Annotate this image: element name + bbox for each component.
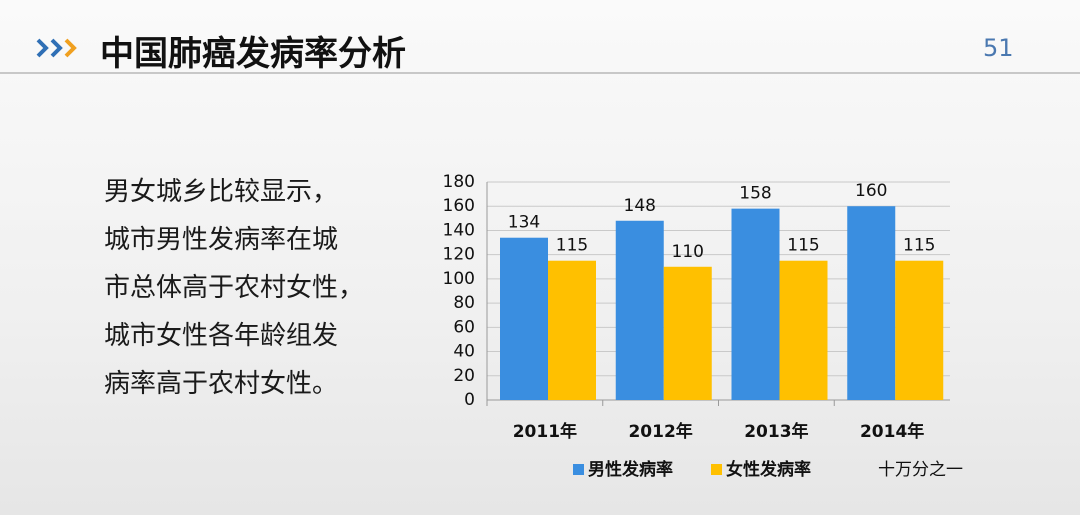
- body-line: 市总体高于农村女性，: [104, 273, 365, 303]
- body-text: 男女城乡比较显示， 城市男性发病率在城 市总体高于农村女性， 城市女性各年龄组发 病率高…: [104, 168, 364, 408]
- bar: [663, 266, 712, 400]
- legend-label: 女性发病率: [726, 459, 811, 480]
- bar: [895, 260, 944, 400]
- bar: [500, 237, 548, 400]
- bar: [548, 260, 596, 400]
- data-label: 115: [903, 236, 935, 256]
- bar: [847, 206, 896, 400]
- y-tick-label: 160: [443, 196, 475, 216]
- body-line: 城市女性各年龄组发: [104, 321, 339, 351]
- y-tick-label: 140: [443, 220, 475, 240]
- y-tick-label: 40: [453, 342, 475, 362]
- legend-label: 男性发病率: [588, 459, 673, 480]
- y-tick-label: 0: [464, 390, 475, 410]
- unit-note: 十万分之一: [878, 460, 963, 480]
- legend-swatch: [711, 464, 722, 475]
- data-label: 158: [739, 184, 771, 204]
- data-label: 110: [672, 242, 704, 262]
- y-tick-label: 100: [443, 269, 475, 289]
- data-label: 134: [508, 213, 540, 233]
- y-tick-label: 60: [453, 317, 475, 337]
- y-tick-label: 20: [453, 366, 475, 386]
- data-label: 115: [556, 236, 588, 256]
- header-rule: [0, 72, 1080, 74]
- x-tick-label: 2013年: [744, 421, 808, 442]
- y-tick-label: 120: [443, 245, 475, 265]
- bar: [731, 208, 780, 400]
- data-label: 148: [624, 196, 656, 216]
- x-tick-label: 2012年: [628, 421, 692, 442]
- data-label: 160: [855, 181, 887, 201]
- body-line: 病率高于农村女性。: [104, 369, 339, 399]
- body-line: 城市男性发病率在城: [104, 225, 339, 255]
- y-tick-label: 80: [453, 293, 475, 313]
- data-label: 115: [787, 236, 819, 256]
- y-tick-label: 180: [443, 172, 475, 192]
- slide-title: 中国肺癌发病率分析: [100, 34, 406, 74]
- body-line: 男女城乡比较显示，: [104, 177, 339, 207]
- chevrons: [36, 38, 77, 58]
- page-number: 51: [983, 34, 1014, 62]
- legend-swatch: [573, 464, 584, 475]
- x-tick-label: 2011年: [513, 421, 577, 442]
- bar: [615, 220, 664, 400]
- bar: [779, 260, 828, 400]
- x-tick-label: 2014年: [860, 421, 924, 442]
